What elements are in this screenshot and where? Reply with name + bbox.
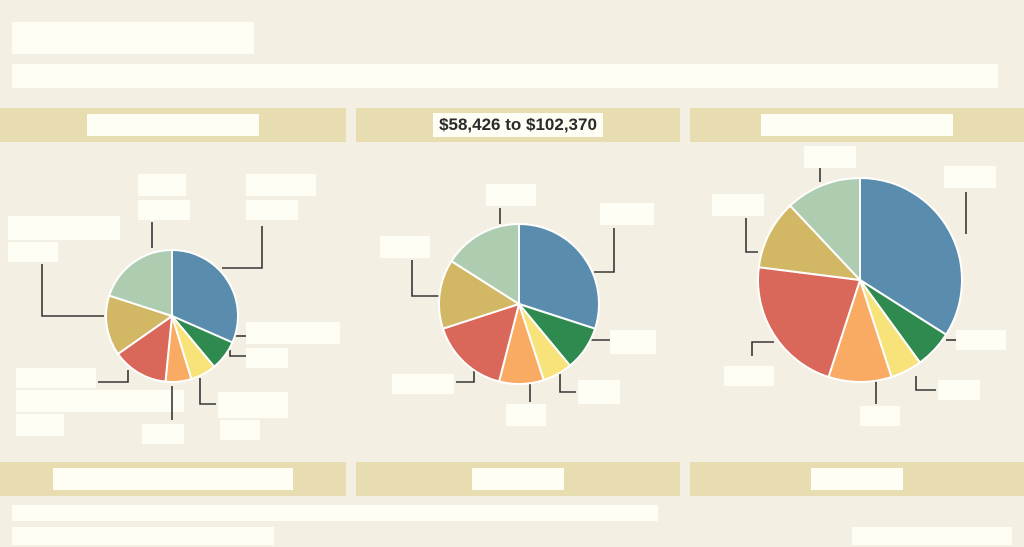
- callout-label: [138, 174, 186, 196]
- footer-label-2: [472, 468, 564, 490]
- header-band-1: [0, 108, 346, 142]
- callout-label: [142, 424, 184, 444]
- leader-line: [915, 376, 936, 391]
- callout-label: [8, 216, 120, 240]
- header-label-2: $58,426 to $102,370: [433, 113, 603, 137]
- pie-slice-1-7: [107, 248, 173, 318]
- header-band-2: $58,426 to $102,370: [356, 108, 680, 142]
- leader-line: [745, 218, 758, 253]
- source-note-line-2: [12, 527, 274, 545]
- leader-line: [559, 374, 576, 393]
- leader-line: [229, 350, 246, 357]
- callout-label: [380, 236, 430, 258]
- callout-label: [246, 200, 298, 220]
- pie-slice-2-6: [438, 259, 522, 330]
- pie-slice-1-5: [116, 313, 174, 383]
- callout-label: [578, 380, 620, 404]
- callout-label: [246, 322, 340, 344]
- footer-label-1: [53, 468, 293, 490]
- callout-label: [956, 330, 1006, 350]
- pie-chart-3: [757, 176, 963, 384]
- pie-chart-1: [105, 248, 239, 384]
- pie-slice-3-7: [788, 176, 861, 283]
- pie-slice-3-5: [757, 266, 862, 379]
- pie-slice-1-1: [171, 248, 239, 344]
- footer-band-1: [0, 462, 346, 496]
- callout-label: [600, 203, 654, 225]
- callout-label: [506, 404, 546, 426]
- leader-line: [594, 228, 615, 273]
- callout-label: [860, 406, 900, 426]
- header-label-3: [761, 114, 953, 136]
- callout-label: [16, 414, 64, 436]
- leader-line: [41, 264, 104, 317]
- callout-label: [724, 366, 774, 386]
- leader-line: [411, 260, 440, 297]
- callout-label: [220, 420, 260, 440]
- header-label-1: [87, 114, 259, 136]
- callout-label: [8, 242, 58, 262]
- footer-label-3: [811, 468, 903, 490]
- callout-label: [944, 166, 996, 188]
- callout-label: [16, 368, 96, 388]
- pie-chart-2: [438, 222, 600, 385]
- pie-slice-2-1: [518, 222, 600, 330]
- leader-line: [751, 341, 774, 356]
- callout-label: [804, 146, 856, 168]
- pie-slice-2-7: [450, 222, 520, 306]
- leader-line: [456, 370, 475, 383]
- callout-label: [712, 194, 764, 216]
- callout-label: [138, 200, 190, 220]
- callout-label: [486, 184, 536, 206]
- credit-note: [852, 527, 1012, 545]
- leader-line: [199, 378, 216, 405]
- leader-line: [98, 370, 129, 383]
- pie-slice-1-6: [105, 294, 175, 356]
- callout-label: [938, 380, 980, 400]
- header-band-3: [690, 108, 1024, 142]
- callout-label: [246, 174, 316, 196]
- callout-label: [610, 330, 656, 354]
- page-title: [12, 22, 254, 54]
- callout-label: [16, 390, 184, 412]
- page-subtitle: [12, 64, 998, 88]
- pie-slice-3-6: [757, 204, 863, 282]
- callout-label: [246, 348, 288, 368]
- footer-band-2: [356, 462, 680, 496]
- callout-label: [392, 374, 454, 394]
- callout-label: [218, 392, 288, 418]
- footer-band-3: [690, 462, 1024, 496]
- leader-line: [222, 226, 263, 269]
- source-note: [12, 505, 658, 521]
